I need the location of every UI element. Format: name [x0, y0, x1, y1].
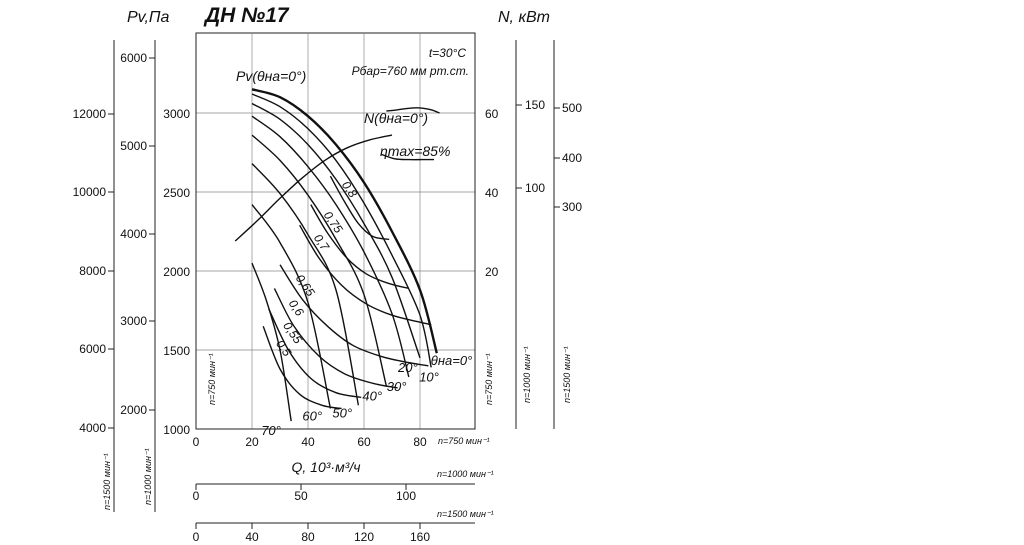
- q-axis-label: Q, 10³·м³/ч: [292, 459, 361, 475]
- power-unit-label: N, кВт: [498, 9, 550, 26]
- angle-label-40deg: 40°: [362, 388, 382, 403]
- pressure-curve-60deg: [251, 204, 332, 409]
- q-1500-ticks: 0 40 80 120 160: [193, 523, 430, 544]
- pv-unit-label: Pv,Па: [127, 9, 170, 26]
- peak-efficiency-locus: [234, 134, 393, 242]
- q-750-ticks: 0 20 40 60 80: [193, 435, 427, 449]
- pv-750-tick-2000: 2000: [163, 265, 190, 279]
- n-750-tick-20: 20: [485, 265, 499, 279]
- q-1500-tick-0: 0: [193, 530, 200, 544]
- efficiency-curve-0-65: [279, 264, 429, 367]
- n-1500-ticks: 500 400 300: [554, 101, 582, 214]
- speed-label-pv-750: n=750 мин⁻¹: [207, 353, 217, 405]
- q-1000-tick-0: 0: [193, 489, 200, 503]
- n-curve-label: N(θна=0°): [364, 110, 428, 126]
- pressure-curve-20deg: [251, 102, 421, 359]
- speed-label-n-1000: n=1000 мин⁻¹: [522, 346, 532, 403]
- eta-max-line: [380, 153, 434, 161]
- q-1500-tick-160: 160: [410, 530, 430, 544]
- speed-label-pv-1000: n=1000 мин⁻¹: [143, 448, 153, 505]
- pressure-curve-40deg: [251, 134, 388, 387]
- pv-1500-tick-10000: 10000: [73, 185, 107, 199]
- pv-750-tick-1000: 1000: [163, 423, 190, 437]
- pv-1500-tick-4000: 4000: [79, 421, 106, 435]
- q-1500-tick-80: 80: [301, 530, 315, 544]
- angle-label-50deg: 50°: [332, 405, 352, 420]
- n-750-tick-40: 40: [485, 186, 499, 200]
- q-750-tick-20: 20: [245, 435, 259, 449]
- efficiency-label-0-75: 0,75: [321, 209, 346, 236]
- n-750-ticks: 60 40 20: [485, 107, 499, 279]
- pv-curve-label: Pv(θна=0°): [236, 68, 306, 84]
- condition-pressure: Рбар=760 мм рт.ст.: [352, 64, 469, 78]
- q-1000-ticks: 0 50 100: [193, 484, 416, 503]
- n-1500-tick-400: 400: [562, 151, 582, 165]
- angle-label-70deg: 70°: [261, 423, 281, 438]
- n-750-tick-60: 60: [485, 107, 499, 121]
- pv-1500-tick-6000: 6000: [79, 342, 106, 356]
- speed-label-q-1500: n=1500 мин⁻¹: [437, 509, 494, 519]
- q-1500-tick-40: 40: [245, 530, 259, 544]
- curve-group: θна=0°10°20°30°40°50°60°70°0,80,750,70,6…: [234, 88, 472, 438]
- pv-750-tick-3000: 3000: [163, 107, 190, 121]
- angle-label-0deg: θна=0°: [431, 353, 472, 368]
- pv-1000-tick-6000: 6000: [120, 51, 147, 65]
- power-curve-0deg: [386, 107, 440, 114]
- q-750-tick-40: 40: [301, 435, 315, 449]
- chart-title: ДН №17: [203, 4, 290, 27]
- pressure-curve-10deg: [251, 93, 432, 368]
- n-1000-ticks: 150 100: [516, 98, 545, 195]
- n-1000-tick-100: 100: [525, 181, 545, 195]
- condition-temperature: t=30°C: [429, 46, 466, 60]
- n-1500-tick-300: 300: [562, 200, 582, 214]
- q-1000-tick-100: 100: [396, 489, 416, 503]
- pv-1000-tick-4000: 4000: [120, 227, 147, 241]
- efficiency-curve-0-6: [273, 288, 398, 389]
- q-1500-tick-120: 120: [354, 530, 374, 544]
- n-1500-tick-500: 500: [562, 101, 582, 115]
- pressure-curve-30deg: [251, 115, 410, 378]
- pv-1000-tick-2000: 2000: [120, 403, 147, 417]
- n-1000-tick-150: 150: [525, 98, 545, 112]
- angle-label-30deg: 30°: [387, 379, 407, 394]
- efficiency-curve-0-75: [310, 204, 409, 290]
- pv-1500-tick-12000: 12000: [73, 107, 107, 121]
- efficiency-curve-0-55: [268, 308, 362, 399]
- pressure-curve-70deg: [251, 262, 292, 422]
- pv-1000-tick-5000: 5000: [120, 139, 147, 153]
- q-1000-tick-50: 50: [294, 489, 308, 503]
- speed-label-q-750: n=750 мин⁻¹: [438, 436, 490, 446]
- speed-label-n-750: n=750 мин⁻¹: [484, 353, 494, 405]
- speed-label-q-1000: n=1000 мин⁻¹: [437, 469, 494, 479]
- pv-750-tick-2500: 2500: [163, 186, 190, 200]
- pressure-curve-0deg: [251, 88, 438, 354]
- pv-1000-ticks: 6000 5000 4000 3000 2000: [120, 51, 155, 417]
- speed-label-pv-1500: n=1500 мин⁻¹: [102, 453, 112, 510]
- efficiency-curve-0-8: [329, 175, 390, 241]
- eta-max-label: ηmax=85%: [380, 143, 450, 159]
- speed-label-n-1500: n=1500 мин⁻¹: [562, 346, 572, 403]
- q-750-tick-80: 80: [413, 435, 427, 449]
- efficiency-curve-0-7: [298, 224, 432, 326]
- pv-1500-ticks: 12000 10000 8000 6000 4000: [73, 107, 114, 435]
- pv-750-tick-1500: 1500: [163, 344, 190, 358]
- efficiency-label-0-65: 0,65: [293, 272, 318, 299]
- q-750-tick-60: 60: [357, 435, 371, 449]
- angle-label-60deg: 60°: [302, 409, 322, 424]
- q-750-tick-0: 0: [193, 435, 200, 449]
- pv-1000-tick-3000: 3000: [120, 314, 147, 328]
- angle-label-10deg: 10°: [419, 369, 439, 384]
- pv-1500-tick-8000: 8000: [79, 264, 106, 278]
- efficiency-curve-0-5: [262, 326, 342, 410]
